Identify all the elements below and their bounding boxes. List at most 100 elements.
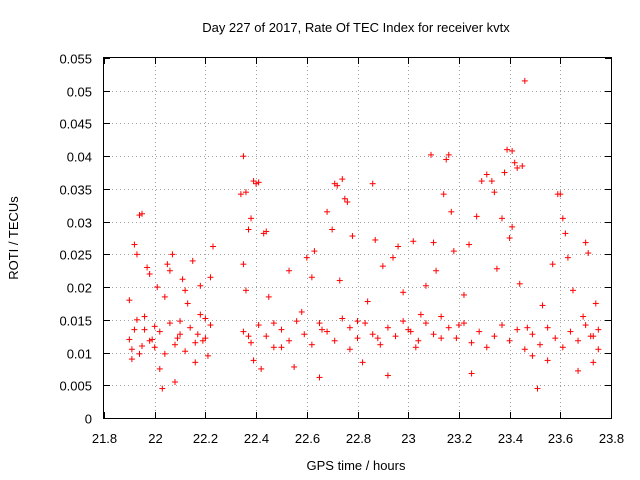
data-point xyxy=(171,379,178,385)
data-point xyxy=(392,333,399,340)
data-point xyxy=(478,178,485,185)
data-point xyxy=(567,328,574,335)
data-point xyxy=(473,213,480,220)
data-point xyxy=(182,348,189,355)
data-point xyxy=(410,238,417,245)
data-point xyxy=(415,337,422,344)
data-point xyxy=(179,276,186,283)
data-point xyxy=(336,277,343,284)
data-point xyxy=(430,331,437,338)
data-point xyxy=(169,251,176,258)
data-point xyxy=(450,248,457,255)
y-tick-label: 0.055 xyxy=(59,52,92,67)
data-point xyxy=(504,146,511,153)
data-point xyxy=(248,215,255,222)
data-point xyxy=(422,320,429,327)
data-point xyxy=(146,337,153,344)
data-point xyxy=(156,328,163,335)
data-point xyxy=(301,331,308,338)
data-point xyxy=(580,313,587,320)
data-point xyxy=(286,337,293,344)
data-point xyxy=(501,169,508,176)
data-point xyxy=(242,189,249,196)
data-point xyxy=(131,326,138,333)
data-point xyxy=(255,179,262,186)
data-point xyxy=(139,210,146,217)
data-point xyxy=(237,191,244,198)
data-point xyxy=(270,344,277,351)
data-point xyxy=(270,320,277,327)
data-point xyxy=(316,320,323,327)
data-point xyxy=(521,346,528,353)
data-point xyxy=(359,359,366,366)
data-point xyxy=(202,335,209,342)
data-point xyxy=(537,341,544,348)
data-point xyxy=(595,326,602,333)
data-point xyxy=(539,302,546,309)
data-point xyxy=(438,335,445,342)
data-point xyxy=(384,324,391,331)
data-point xyxy=(133,251,140,258)
data-point xyxy=(339,176,346,183)
data-point xyxy=(194,331,201,338)
data-point xyxy=(199,337,206,344)
data-point xyxy=(443,156,450,163)
data-point xyxy=(369,180,376,187)
data-point xyxy=(255,322,262,329)
data-point xyxy=(544,324,551,331)
data-point xyxy=(575,337,582,344)
data-point xyxy=(433,267,440,274)
data-point xyxy=(511,159,518,166)
data-point xyxy=(562,230,569,237)
data-point xyxy=(534,385,541,392)
data-point xyxy=(154,284,161,291)
data-point xyxy=(171,341,178,348)
data-point xyxy=(346,324,353,331)
x-tick-label: 23.2 xyxy=(447,431,472,446)
data-point xyxy=(445,324,452,331)
data-point xyxy=(192,359,199,366)
data-point xyxy=(379,263,386,270)
data-point xyxy=(128,356,135,363)
data-point xyxy=(585,250,592,257)
data-point xyxy=(559,215,566,222)
data-point xyxy=(549,261,556,268)
x-tick-label: 23.6 xyxy=(548,431,573,446)
data-point xyxy=(582,322,589,329)
data-point xyxy=(245,226,252,233)
y-tick-label: 0.005 xyxy=(59,379,92,394)
data-point xyxy=(133,316,140,323)
data-point xyxy=(151,323,158,330)
data-point xyxy=(407,328,414,335)
data-point xyxy=(575,367,582,374)
data-point xyxy=(417,311,424,318)
data-point xyxy=(263,228,270,235)
data-point xyxy=(161,350,168,357)
data-point xyxy=(590,333,597,340)
data-point xyxy=(430,239,437,246)
data-point xyxy=(590,359,597,366)
x-tick-label: 22.2 xyxy=(193,431,218,446)
data-point xyxy=(319,326,326,333)
data-point xyxy=(448,208,455,215)
plot-frame xyxy=(103,57,612,419)
data-point xyxy=(286,267,293,274)
data-point xyxy=(460,320,467,327)
data-point xyxy=(369,331,376,338)
data-point xyxy=(159,385,166,392)
data-point xyxy=(374,335,381,342)
data-point xyxy=(308,274,315,281)
data-point xyxy=(240,153,247,160)
data-point xyxy=(207,274,214,281)
data-point xyxy=(334,182,341,189)
data-point xyxy=(258,365,265,372)
data-point xyxy=(509,147,516,154)
data-point xyxy=(344,199,351,205)
data-point xyxy=(210,243,217,250)
data-point xyxy=(592,300,599,307)
data-point xyxy=(468,339,475,346)
data-point xyxy=(519,163,526,169)
data-point xyxy=(202,315,209,322)
data-point xyxy=(263,333,270,340)
data-point xyxy=(136,212,143,219)
